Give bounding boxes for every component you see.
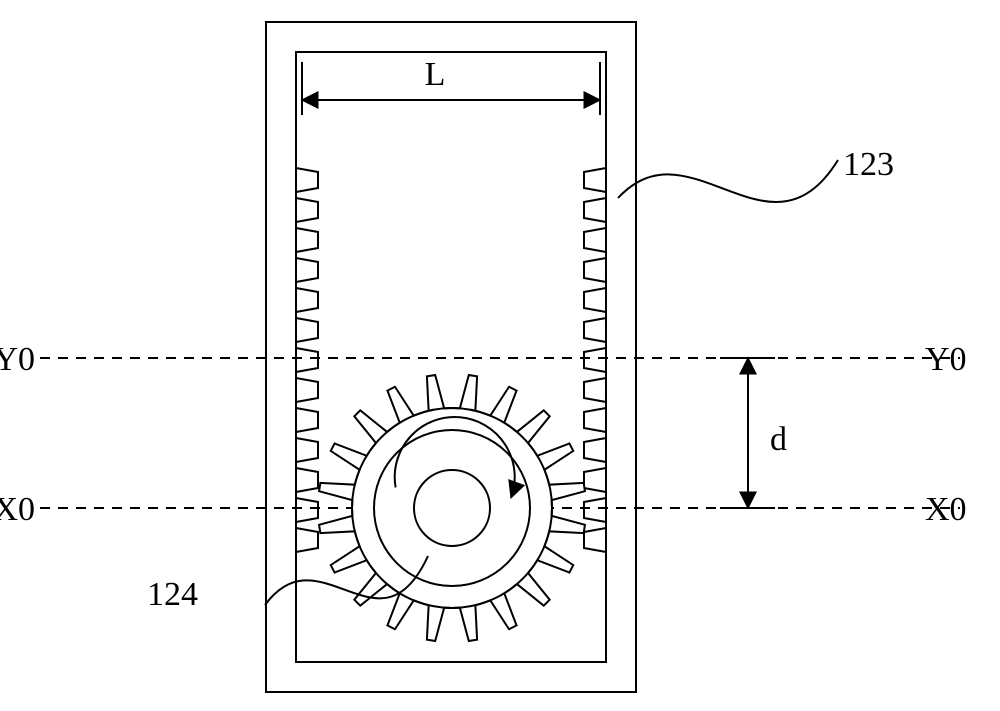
dimension-d bbox=[720, 358, 775, 508]
dimension-l bbox=[302, 62, 600, 115]
label-y0-left: Y0 bbox=[0, 341, 35, 378]
label-124: 124 bbox=[147, 576, 198, 613]
rack-left bbox=[296, 165, 318, 555]
label-x0-left: X0 bbox=[0, 491, 35, 528]
rack-right bbox=[584, 165, 606, 555]
label-l: L bbox=[425, 56, 446, 93]
label-y0-right: Y0 bbox=[925, 341, 967, 378]
label-d: d bbox=[770, 421, 787, 458]
label-x0-right: X0 bbox=[925, 491, 967, 528]
gear bbox=[319, 375, 585, 641]
label-123: 123 bbox=[843, 146, 894, 183]
patent-figure: L d Y0 Y0 X0 X0 123 124 bbox=[0, 0, 1000, 711]
callout-123-leader bbox=[618, 160, 838, 202]
